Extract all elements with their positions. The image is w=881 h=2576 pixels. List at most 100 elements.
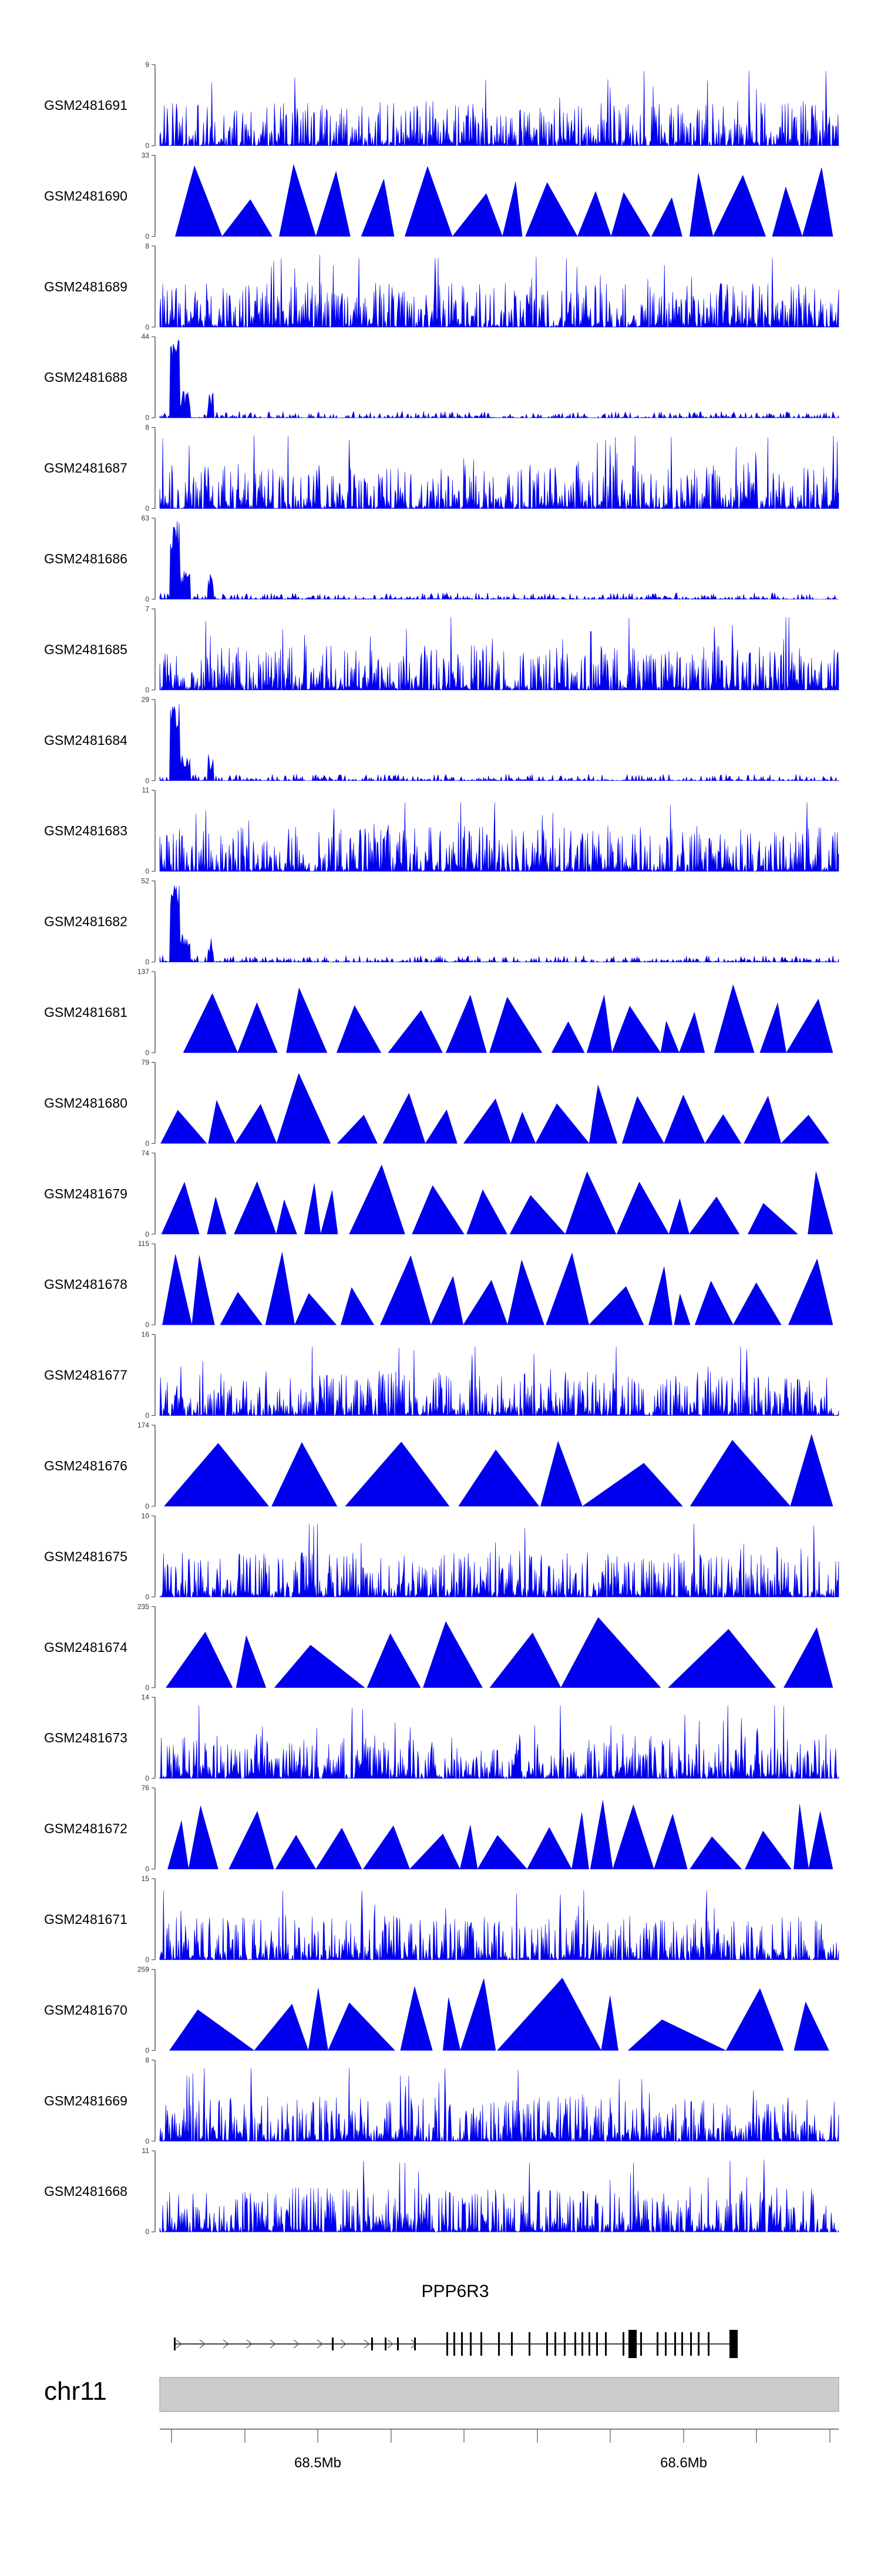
signal-peak-3 — [276, 1073, 331, 1144]
signal-peak-9 — [507, 1260, 544, 1325]
signal-peak-11 — [616, 1181, 670, 1235]
gene-strand-arrow — [246, 2339, 253, 2349]
signal-peak-5 — [404, 166, 453, 237]
signal-area — [159, 2068, 839, 2142]
y-axis-min-label: 0 — [145, 1593, 149, 1601]
track-GSM2481668: GSM2481668 11 0 — [44, 2147, 839, 2236]
track-GSM2481680: GSM2481680 79 0 — [44, 1058, 830, 1147]
signal-peak-2 — [279, 164, 317, 237]
signal-peak-1 — [221, 199, 273, 237]
signal-peak-0 — [163, 1443, 270, 1507]
track-label: GSM2481668 — [44, 2184, 127, 2199]
track-label: GSM2481691 — [44, 98, 127, 113]
y-axis-min-label: 0 — [145, 2137, 149, 2145]
signal-peak-8 — [783, 1627, 833, 1688]
signal-area — [159, 802, 839, 872]
signal-peak-4 — [388, 1010, 443, 1053]
gene-exon — [640, 2332, 642, 2356]
gene-exon — [681, 2332, 683, 2356]
track-label: GSM2481683 — [44, 823, 127, 838]
signal-area — [159, 1705, 839, 1779]
signal-peak-0 — [166, 1631, 233, 1688]
signal-peak-5 — [442, 1997, 461, 2051]
signal-area — [159, 617, 839, 691]
gene-exon — [690, 2332, 692, 2356]
signal-peak-9 — [535, 1103, 590, 1144]
signal-peak-4 — [423, 1621, 483, 1688]
signal-peak-2 — [274, 1644, 365, 1688]
y-axis-max-label: 7 — [145, 604, 149, 613]
track-GSM2481673: GSM2481673 14 0 — [44, 1693, 839, 1782]
signal-peak-8 — [477, 1835, 527, 1869]
signal-peak-0 — [183, 993, 238, 1053]
signal-area — [159, 2159, 839, 2233]
signal-peak-5 — [382, 1093, 426, 1144]
y-axis-min-label: 0 — [145, 595, 149, 603]
gene-strand-arrow — [387, 2339, 394, 2349]
track-GSM2481689: GSM2481689 8 0 — [44, 242, 839, 331]
signal-peak-11 — [651, 197, 682, 237]
signal-peak-3 — [328, 2002, 395, 2051]
signal-peak-8 — [466, 1189, 507, 1235]
signal-peak-1 — [271, 1442, 338, 1507]
signal-peak-6 — [460, 1978, 496, 2051]
gene-exon — [385, 2337, 386, 2350]
chromosome-label: chr11 — [44, 2377, 107, 2406]
signal-peak-10 — [571, 1812, 589, 1869]
y-axis-min-label: 0 — [145, 1049, 149, 1057]
data-tracks: GSM248169190GSM2481690330GSM248168980GSM… — [44, 61, 839, 2236]
signal-peak-3 — [265, 1252, 295, 1325]
signal-peak-3 — [275, 1835, 317, 1869]
chromosome-bar — [159, 2377, 839, 2412]
signal-peak-6 — [452, 193, 503, 237]
y-axis-min-label: 0 — [145, 958, 149, 966]
signal-peak-12 — [648, 1266, 672, 1325]
y-axis-min-label: 0 — [145, 1321, 149, 1329]
track-label: GSM2481686 — [44, 551, 127, 566]
y-axis-max-label: 52 — [142, 877, 150, 885]
signal-peak-3 — [366, 1633, 421, 1688]
signal-peak-12 — [612, 1804, 654, 1869]
track-GSM2481688: GSM2481688 44 0 — [44, 333, 839, 422]
track-GSM2481674: GSM2481674 235 0 — [44, 1603, 833, 1692]
track-label: GSM2481680 — [44, 1095, 127, 1110]
signal-peak-1 — [237, 1002, 278, 1053]
signal-peak-7 — [496, 1977, 602, 2051]
gene-exon — [623, 2332, 624, 2356]
x-axis-tick-label: 68.6Mb — [660, 2455, 707, 2471]
signal-peak-3 — [458, 1449, 540, 1507]
signal-peak-8 — [525, 182, 578, 237]
y-axis-min-label: 0 — [145, 232, 149, 240]
signal-peak-13 — [704, 1114, 742, 1144]
y-axis-min-label: 0 — [145, 2228, 149, 2236]
signal-peak-0 — [169, 2009, 255, 2051]
y-axis-max-label: 15 — [142, 1875, 150, 1883]
gene-strand-arrow — [270, 2339, 276, 2349]
signal-peak-11 — [621, 1096, 665, 1144]
track-GSM2481682: GSM2481682 52 0 — [44, 877, 839, 966]
track-GSM2481690: GSM2481690 33 0 — [44, 151, 833, 240]
signal-area — [159, 435, 839, 509]
track-GSM2481687: GSM2481687 8 0 — [44, 424, 839, 513]
track-label: GSM2481681 — [44, 1005, 127, 1020]
signal-peak-14 — [772, 186, 803, 237]
signal-peak-6 — [560, 1617, 661, 1688]
gene-exon — [371, 2337, 373, 2350]
signal-peak-11 — [589, 1286, 644, 1325]
signal-peak-0 — [160, 1110, 207, 1144]
y-axis-max-label: 8 — [145, 242, 149, 250]
y-axis-max-label: 76 — [142, 1784, 150, 1792]
y-axis-min-label: 0 — [145, 323, 149, 331]
signal-peak-7 — [790, 1433, 833, 1507]
signal-peak-10 — [660, 1020, 680, 1053]
track-GSM2481672: GSM2481672 76 0 — [44, 1784, 833, 1873]
signal-peak-8 — [463, 1279, 508, 1325]
signal-peak-6 — [349, 1164, 405, 1235]
signal-peak-2 — [308, 1988, 328, 2051]
signal-peak-9 — [577, 191, 611, 237]
signal-peak-4 — [361, 179, 395, 237]
signal-peak-5 — [340, 1287, 375, 1325]
track-label: GSM2481671 — [44, 1912, 127, 1927]
